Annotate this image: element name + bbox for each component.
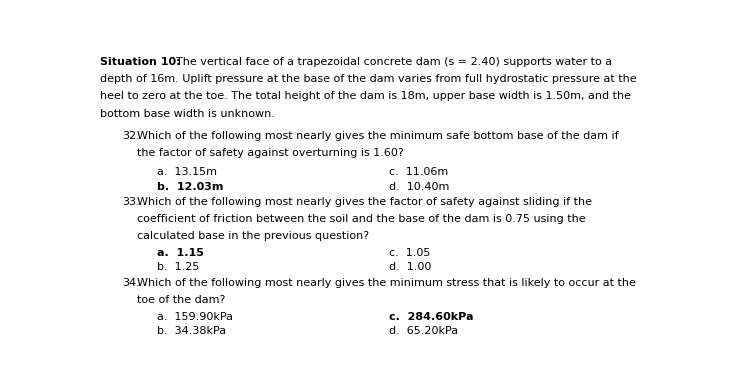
Text: The vertical face of a trapezoidal concrete dam (s = 2.40) supports water to a: The vertical face of a trapezoidal concr… [176, 58, 612, 67]
Text: 34.: 34. [123, 278, 140, 288]
Text: coefficient of friction between the soil and the base of the dam is 0.75 using t: coefficient of friction between the soil… [137, 214, 586, 224]
Text: calculated base in the previous question?: calculated base in the previous question… [137, 231, 369, 241]
Text: b.  12.03m: b. 12.03m [157, 182, 223, 192]
Text: toe of the dam?: toe of the dam? [137, 295, 225, 305]
Text: c.  1.05: c. 1.05 [388, 248, 430, 258]
Text: d.  1.00: d. 1.00 [388, 263, 431, 272]
Text: Which of the following most nearly gives the factor of safety against sliding if: Which of the following most nearly gives… [137, 197, 592, 207]
Text: Which of the following most nearly gives the minimum safe bottom base of the dam: Which of the following most nearly gives… [137, 131, 619, 141]
Text: b.  34.38kPa: b. 34.38kPa [157, 326, 226, 336]
Text: c.  11.06m: c. 11.06m [388, 167, 448, 177]
Text: Situation 10:: Situation 10: [100, 58, 181, 67]
Text: b.  1.25: b. 1.25 [157, 263, 199, 272]
Text: a.  159.90kPa: a. 159.90kPa [157, 312, 233, 322]
Text: a.  13.15m: a. 13.15m [157, 167, 217, 177]
Text: d.  65.20kPa: d. 65.20kPa [388, 326, 458, 336]
Text: depth of 16m. Uplift pressure at the base of the dam varies from full hydrostati: depth of 16m. Uplift pressure at the bas… [100, 74, 637, 85]
Text: Which of the following most nearly gives the minimum stress that is likely to oc: Which of the following most nearly gives… [137, 278, 636, 288]
Text: heel to zero at the toe. The total height of the dam is 18m, upper base width is: heel to zero at the toe. The total heigh… [100, 91, 631, 101]
Text: d.  10.40m: d. 10.40m [388, 182, 449, 192]
Text: the factor of safety against overturning is 1.60?: the factor of safety against overturning… [137, 149, 403, 158]
Text: 32.: 32. [123, 131, 140, 141]
Text: a.  1.15: a. 1.15 [157, 248, 204, 258]
Text: c.  284.60kPa: c. 284.60kPa [388, 312, 473, 322]
Text: bottom base width is unknown.: bottom base width is unknown. [100, 109, 275, 118]
Text: 33.: 33. [123, 197, 140, 207]
